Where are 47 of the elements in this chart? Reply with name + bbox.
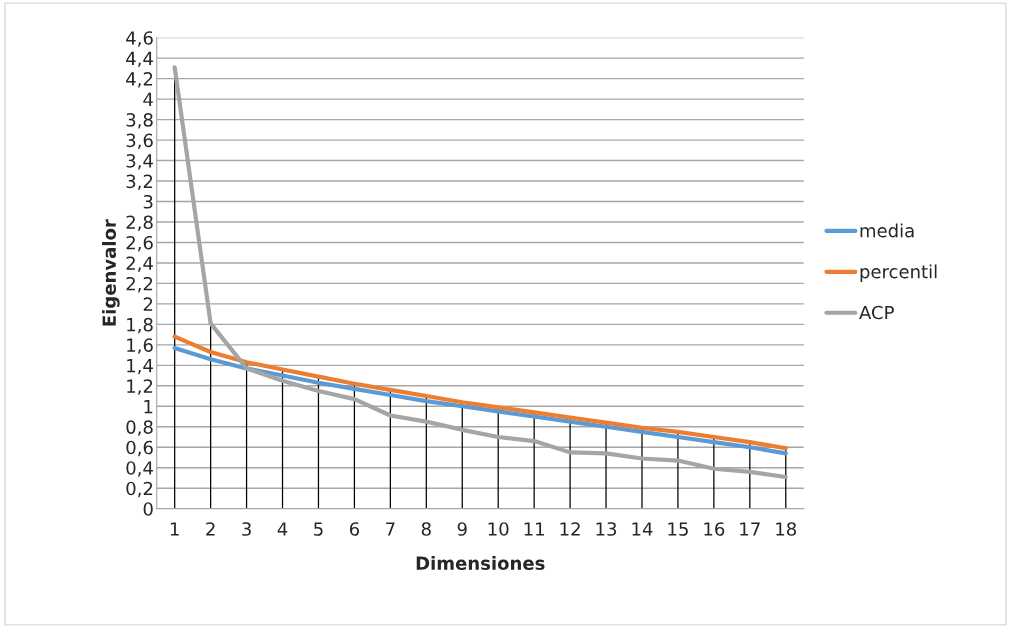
x-tick-label: 3 [242,522,251,536]
x-tick-label: 13 [596,522,617,536]
x-tick-label: 2 [206,522,215,536]
x-tick-label: 5 [314,522,323,536]
x-tick-label: 14 [632,522,653,536]
y-tick-label: 4,6 [126,31,153,47]
y-tick-label: 0 [143,502,153,516]
y-tick-label: 2 [143,297,153,311]
x-axis-title: Dimensiones [416,556,545,570]
legend-label: percentil [860,264,937,282]
y-tick-label: 4,2 [126,72,153,88]
x-tick-label: 16 [704,522,725,536]
x-tick-label: 15 [668,522,688,536]
x-tick-label: 4 [277,522,288,536]
x-tick-label: 18 [776,522,797,536]
x-tick-label: 17 [740,522,760,536]
x-tick-label: 9 [457,522,467,536]
y-tick-label: 2,8 [126,215,153,231]
y-tick-label: 0,2 [126,481,153,498]
x-tick-label: 1 [170,522,179,536]
y-tick-label: 0,4 [126,461,153,477]
legend-label: ACP [859,305,894,320]
y-tick-label: 3,4 [126,154,153,170]
y-tick-label: 3,8 [126,113,153,129]
x-tick-label: 7 [386,522,395,536]
y-tick-label: 4 [143,92,153,106]
y-tick-label: 4,4 [126,51,153,68]
x-tick-label: 11 [524,522,544,536]
y-tick-label: 2,4 [126,256,153,272]
y-axis-title: Eigenvalor [102,219,120,326]
y-tick-label: 3,6 [126,133,153,150]
x-tick-label: 8 [421,522,431,536]
y-tick-label: 1 [144,399,153,414]
y-tick-label: 3,2 [126,174,153,190]
x-tick-label: 12 [560,522,580,536]
y-tick-label: 2,2 [126,276,153,293]
legend-label: media [860,223,914,238]
x-tick-label: 6 [349,522,360,536]
y-tick-label: 3 [143,194,153,209]
y-tick-label: 1,8 [127,317,153,334]
x-tick-label: 10 [488,522,509,536]
y-tick-label: 0,8 [126,420,153,436]
y-tick-label: 1,6 [127,338,153,354]
y-tick-label: 1,4 [127,359,153,375]
y-tick-label: 2,6 [126,235,153,252]
y-tick-label: 0,6 [126,440,153,457]
y-tick-label: 1,2 [127,379,153,395]
